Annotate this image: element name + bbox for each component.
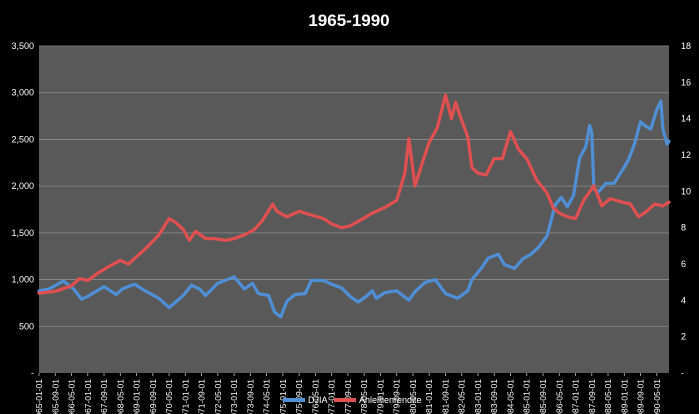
x-axis-tick-label: 1969-01-01 [132,379,142,414]
right-axis-tick-label: 16 [681,77,691,87]
x-axis-ticks: 1965-01-01 1965-09-01 1966-05-01 1967-01-01… [34,373,662,414]
x-axis-tick-label: 1987-01-01 [571,379,581,414]
right-axis-tick-label: 8 [681,223,686,233]
x-axis-tick-label: 1973-09-01 [245,379,255,414]
x-axis-tick-label: 1970-05-01 [164,379,174,414]
x-axis-tick-label: 1965-09-01 [50,379,60,414]
series-lines [37,93,671,319]
x-axis-tick-label: 1977-01-01 [327,379,337,414]
gridlines [39,45,669,327]
x-axis-tick-label: 1972-05-01 [213,379,223,414]
legend: DJIA Anleihenrendite [283,395,422,405]
x-axis-tick-label: 1987-09-01 [587,379,597,414]
x-axis-tick-label: 1975-09-01 [294,379,304,414]
x-axis-tick-label: 1985-09-01 [538,379,548,414]
right-axis-tick-label: - [681,368,684,378]
left-axis-tick-label: 3,000 [11,88,34,98]
left-axis-tick-label: 2,000 [11,181,34,191]
right-axis-tick-label: 14 [681,114,691,124]
legend-label-djia: DJIA [308,395,328,405]
x-axis-tick-label: 1969-09-01 [148,379,158,414]
x-axis-tick-label: 1968-05-01 [115,379,125,414]
x-axis-tick-label: 1976-05-01 [310,379,320,414]
x-axis-tick-label: 1974-05-01 [262,379,272,414]
x-axis-tick-label: 1981-01-01 [424,379,434,414]
x-axis-tick-label: 1982-05-01 [457,379,467,414]
plot-area [39,46,669,373]
x-axis-tick-label: 1984-05-01 [505,379,515,414]
x-axis-tick-label: 1980-05-01 [408,379,418,414]
right-axis-tick-label: 10 [681,186,691,196]
left-axis-tick-label: 1,000 [11,275,34,285]
left-axis-tick-label: 3,500 [11,41,34,51]
left-axis-tick-label: - [31,368,34,378]
x-axis-tick-label: 1979-01-01 [375,379,385,414]
x-axis-tick-label: 1971-01-01 [180,379,190,414]
x-axis-tick-label: 1967-01-01 [83,379,93,414]
x-axis-tick-label: 1973-01-01 [229,379,239,414]
x-axis-tick-label: 1981-09-01 [440,379,450,414]
x-axis-tick-label: 1966-05-01 [67,379,77,414]
left-axis-tick-label: 500 [19,321,34,331]
x-axis-tick-label: 1965-01-01 [34,379,44,414]
chart-title: 1965-1990 [308,11,389,30]
right-axis-tick-label: 12 [681,150,691,160]
x-axis-tick-label: 1988-05-01 [603,379,613,414]
x-axis-tick-label: 1985-01-01 [522,379,532,414]
right-axis-tick-label: 4 [681,295,686,305]
x-axis-tick-label: 1971-09-01 [197,379,207,414]
right-axis-tick-label: 2 [681,332,686,342]
series-line-anleihenrendite [37,93,671,295]
x-axis-tick-label: 1989-01-01 [619,379,629,414]
left-axis-tick-label: 2,500 [11,134,34,144]
x-axis-tick-label: 1967-09-01 [99,379,109,414]
x-axis-tick-label: 1986-05-01 [554,379,564,414]
x-axis-tick-label: 1975-01-01 [278,379,288,414]
left-axis-ticks: - 500 1,000 1,500 2,000 2,500 3,000 3,500 [11,41,34,378]
x-axis-tick-label: 1979-09-01 [392,379,402,414]
legend-label-anleihenrendite: Anleihenrendite [359,395,422,405]
x-axis-tick-label: 1983-01-01 [473,379,483,414]
left-axis-tick-label: 1,500 [11,228,34,238]
right-axis-ticks: - 2 4 6 8 10 12 14 16 18 [681,41,691,378]
x-axis-tick-label: 1977-09-01 [343,379,353,414]
x-axis-tick-label: 1978-05-01 [359,379,369,414]
x-axis-tick-label: 1983-09-01 [489,379,499,414]
x-axis-tick-label: 1989-09-01 [636,379,646,414]
right-axis-tick-label: 18 [681,41,691,51]
x-axis-tick-label: 1990-05-01 [652,379,662,414]
right-axis-tick-label: 6 [681,259,686,269]
